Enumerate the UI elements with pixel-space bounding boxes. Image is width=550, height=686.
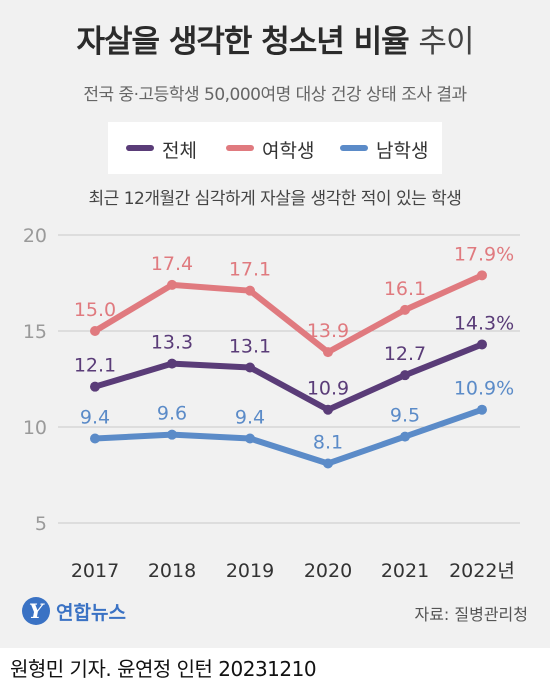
x-tick-label: 2018 bbox=[148, 560, 196, 582]
data-label: 8.1 bbox=[313, 431, 343, 453]
data-label: 16.1 bbox=[384, 278, 426, 300]
y-tick-label: 15 bbox=[23, 321, 47, 343]
x-tick-label: 2017 bbox=[71, 560, 119, 582]
series-line bbox=[92, 406, 485, 467]
legend-label-female: 여학생 bbox=[262, 140, 315, 162]
data-label: 9.5 bbox=[390, 405, 420, 427]
infographic-panel: 자살을 생각한 청소년 비율 추이 전국 중·고등학생 50,000여명 대상 … bbox=[0, 0, 550, 648]
data-point bbox=[167, 279, 177, 290]
data-label: 17.1 bbox=[229, 259, 271, 281]
data-label: 14.3% bbox=[454, 312, 514, 334]
x-tick-label: 2020 bbox=[304, 560, 352, 582]
data-point bbox=[323, 404, 333, 415]
series-line bbox=[92, 341, 485, 413]
yonhap-logo: Y 연합뉴스 bbox=[22, 595, 182, 629]
page-subtitle: 전국 중·고등학생 50,000여명 대상 건강 상태 조사 결과 bbox=[83, 85, 467, 105]
series-line bbox=[92, 272, 485, 356]
chart-legend: 전체 여학생 남학생 bbox=[108, 122, 442, 174]
data-point bbox=[477, 270, 487, 281]
data-label: 9.4 bbox=[80, 407, 110, 429]
legend-label-male: 남학생 bbox=[376, 140, 429, 162]
data-label: 10.9 bbox=[307, 378, 349, 400]
data-point bbox=[245, 433, 255, 444]
data-label: 13.9 bbox=[307, 320, 349, 342]
y-tick-label: 5 bbox=[35, 513, 47, 535]
x-tick-label: 2022년 bbox=[449, 560, 515, 582]
data-label: 12.7 bbox=[384, 343, 426, 365]
data-label: 17.4 bbox=[151, 253, 193, 275]
data-point bbox=[477, 339, 487, 350]
data-label: 17.9% bbox=[454, 243, 514, 265]
line-chart: 5 10 15 20 2017 2018 2019 2020 2021 2022년 12.1 13.3… bbox=[23, 225, 520, 582]
data-point bbox=[90, 381, 100, 392]
data-point bbox=[400, 370, 410, 381]
logo-mark-icon: Y bbox=[22, 597, 50, 625]
legend-swatch-female bbox=[226, 145, 254, 151]
data-point bbox=[323, 458, 333, 469]
x-tick-label: 2019 bbox=[226, 560, 274, 582]
data-label: 9.4 bbox=[235, 407, 265, 429]
data-point bbox=[323, 347, 333, 358]
page-title: 자살을 생각한 청소년 비율 추이 bbox=[0, 16, 550, 61]
data-label: 13.3 bbox=[151, 332, 193, 354]
y-tick-label: 10 bbox=[23, 417, 47, 439]
title-suffix: 추이 bbox=[418, 24, 474, 60]
data-point bbox=[90, 326, 100, 336]
data-point bbox=[400, 431, 410, 442]
data-point bbox=[245, 362, 255, 373]
data-label: 12.1 bbox=[74, 355, 116, 377]
legend-swatch-total bbox=[126, 145, 154, 151]
data-point bbox=[245, 285, 255, 296]
byline: 원형민 기자. 윤연정 인턴 20231210 bbox=[10, 657, 317, 681]
y-tick-label: 20 bbox=[23, 225, 47, 247]
legend-label-total: 전체 bbox=[162, 140, 197, 162]
data-point bbox=[167, 429, 177, 440]
chart-subtitle: 최근 12개월간 심각하게 자살을 생각한 적이 있는 학생 bbox=[88, 189, 462, 209]
data-label: 13.1 bbox=[229, 335, 271, 357]
data-point bbox=[477, 404, 487, 415]
title-main: 자살을 생각한 청소년 비율 bbox=[76, 24, 410, 60]
data-label: 9.6 bbox=[157, 403, 187, 425]
data-point bbox=[90, 433, 100, 444]
logo-text: 연합뉴스 bbox=[56, 602, 126, 624]
legend-swatch-male bbox=[340, 145, 368, 151]
data-point bbox=[400, 304, 410, 315]
x-tick-label: 2021 bbox=[381, 560, 429, 582]
data-label: 15.0 bbox=[74, 299, 116, 321]
data-label: 10.9% bbox=[454, 378, 514, 400]
source-note: 자료: 질병관리청 bbox=[414, 605, 528, 624]
data-point bbox=[167, 358, 177, 369]
